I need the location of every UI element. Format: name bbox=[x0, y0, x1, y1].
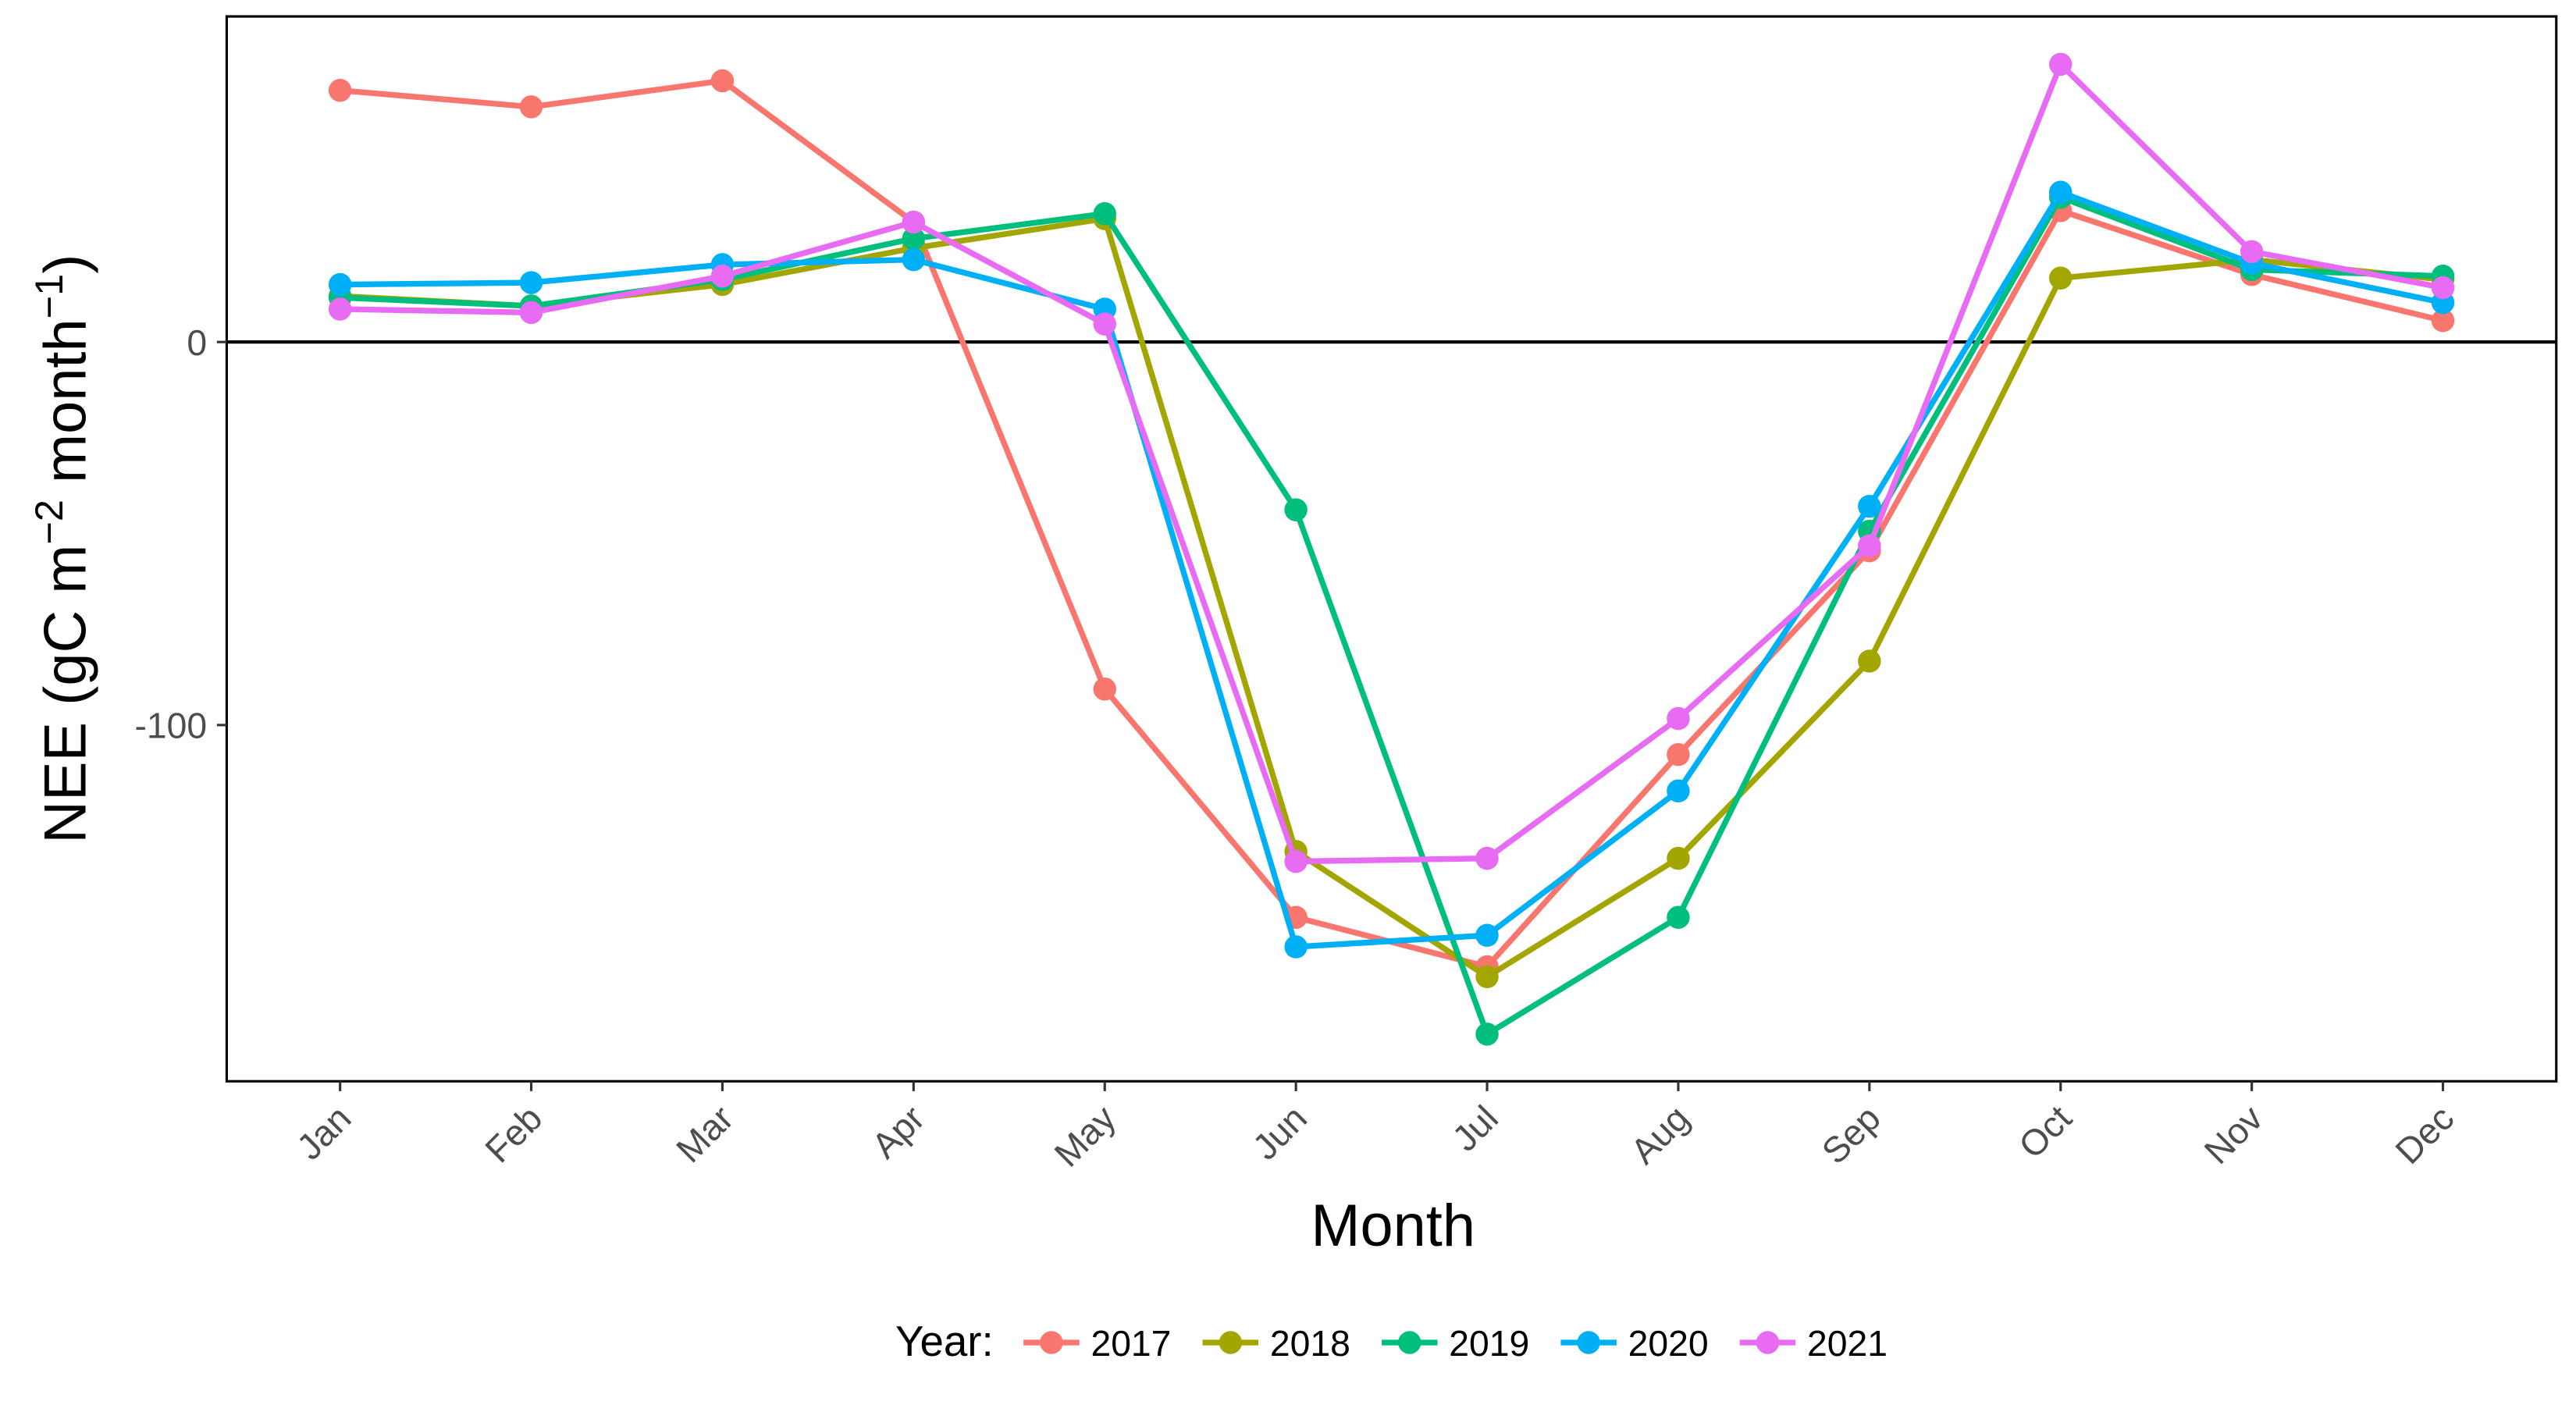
x-tick-label: Feb bbox=[477, 1097, 550, 1170]
point bbox=[1858, 534, 1881, 557]
plot-panel bbox=[225, 15, 2558, 1083]
point bbox=[902, 210, 926, 234]
legend-label: 2020 bbox=[1628, 1323, 1709, 1364]
point bbox=[710, 69, 735, 93]
point bbox=[1858, 649, 1881, 673]
point bbox=[1093, 202, 1116, 226]
point bbox=[1475, 923, 1499, 948]
y-title-part: ) bbox=[32, 254, 98, 274]
point bbox=[1475, 846, 1499, 870]
point bbox=[1667, 779, 1690, 803]
legend-point bbox=[1398, 1331, 1421, 1354]
legend-point bbox=[1219, 1331, 1243, 1354]
point bbox=[2240, 240, 2264, 264]
point bbox=[2049, 266, 2073, 290]
legend-title: Year: bbox=[895, 1317, 994, 1365]
x-tick-label: Jun bbox=[1245, 1097, 1315, 1168]
point bbox=[1667, 742, 1690, 767]
legend-point bbox=[1040, 1331, 1063, 1354]
legend-point bbox=[1756, 1331, 1780, 1354]
point bbox=[1284, 935, 1308, 959]
legend-label: 2019 bbox=[1449, 1323, 1529, 1364]
point bbox=[1093, 312, 1116, 336]
point bbox=[1475, 1023, 1499, 1046]
x-tick-label: Mar bbox=[668, 1097, 741, 1170]
x-tick-label: May bbox=[1047, 1097, 1124, 1174]
y-title-sup: −2 bbox=[27, 500, 71, 545]
point bbox=[1093, 678, 1116, 701]
x-tick-label: Jul bbox=[1444, 1097, 1506, 1159]
point bbox=[1667, 846, 1690, 870]
legend-label: 2021 bbox=[1807, 1323, 1888, 1364]
x-tick-label: Aug bbox=[1623, 1097, 1697, 1172]
x-tick-label: Oct bbox=[2011, 1097, 2080, 1166]
point bbox=[2049, 52, 2073, 76]
point bbox=[710, 265, 735, 288]
x-tick-label: Apr bbox=[864, 1097, 933, 1166]
x-tick-label: Jan bbox=[289, 1097, 359, 1168]
series-line bbox=[340, 188, 2444, 950]
x-tick-label: Dec bbox=[2387, 1097, 2461, 1172]
legend-label: 2017 bbox=[1091, 1323, 1171, 1364]
legend-label: 2018 bbox=[1270, 1323, 1350, 1364]
x-tick-label: Nov bbox=[2197, 1097, 2271, 1172]
point bbox=[519, 271, 543, 294]
x-axis-title: Month bbox=[1311, 1193, 1475, 1259]
point bbox=[1858, 494, 1881, 518]
point bbox=[519, 95, 543, 119]
series-line bbox=[340, 215, 2443, 980]
point bbox=[2431, 276, 2455, 300]
point bbox=[328, 79, 352, 102]
point bbox=[2431, 308, 2455, 333]
y-title-part: NEE (gC m bbox=[32, 545, 98, 844]
series-line bbox=[340, 59, 2444, 865]
point bbox=[2049, 180, 2073, 205]
point bbox=[1284, 498, 1308, 521]
y-tick-label: -100 bbox=[135, 706, 208, 746]
y-axis-title: NEE (gC m−2 month−1) bbox=[27, 254, 98, 844]
point bbox=[328, 297, 352, 321]
point bbox=[1284, 849, 1308, 873]
point bbox=[519, 301, 543, 325]
point bbox=[902, 247, 926, 272]
point bbox=[328, 272, 352, 297]
point bbox=[902, 226, 926, 251]
point bbox=[1667, 905, 1690, 929]
y-title-sup: −1 bbox=[27, 274, 71, 319]
y-title-part: month bbox=[32, 318, 98, 500]
series-line bbox=[340, 77, 2444, 970]
x-tick-label: Sep bbox=[1814, 1097, 1888, 1172]
series-line bbox=[340, 194, 2443, 1039]
point bbox=[1667, 706, 1690, 731]
legend-point bbox=[1577, 1331, 1600, 1354]
y-tick-label: 0 bbox=[187, 322, 207, 363]
point bbox=[1475, 965, 1499, 989]
